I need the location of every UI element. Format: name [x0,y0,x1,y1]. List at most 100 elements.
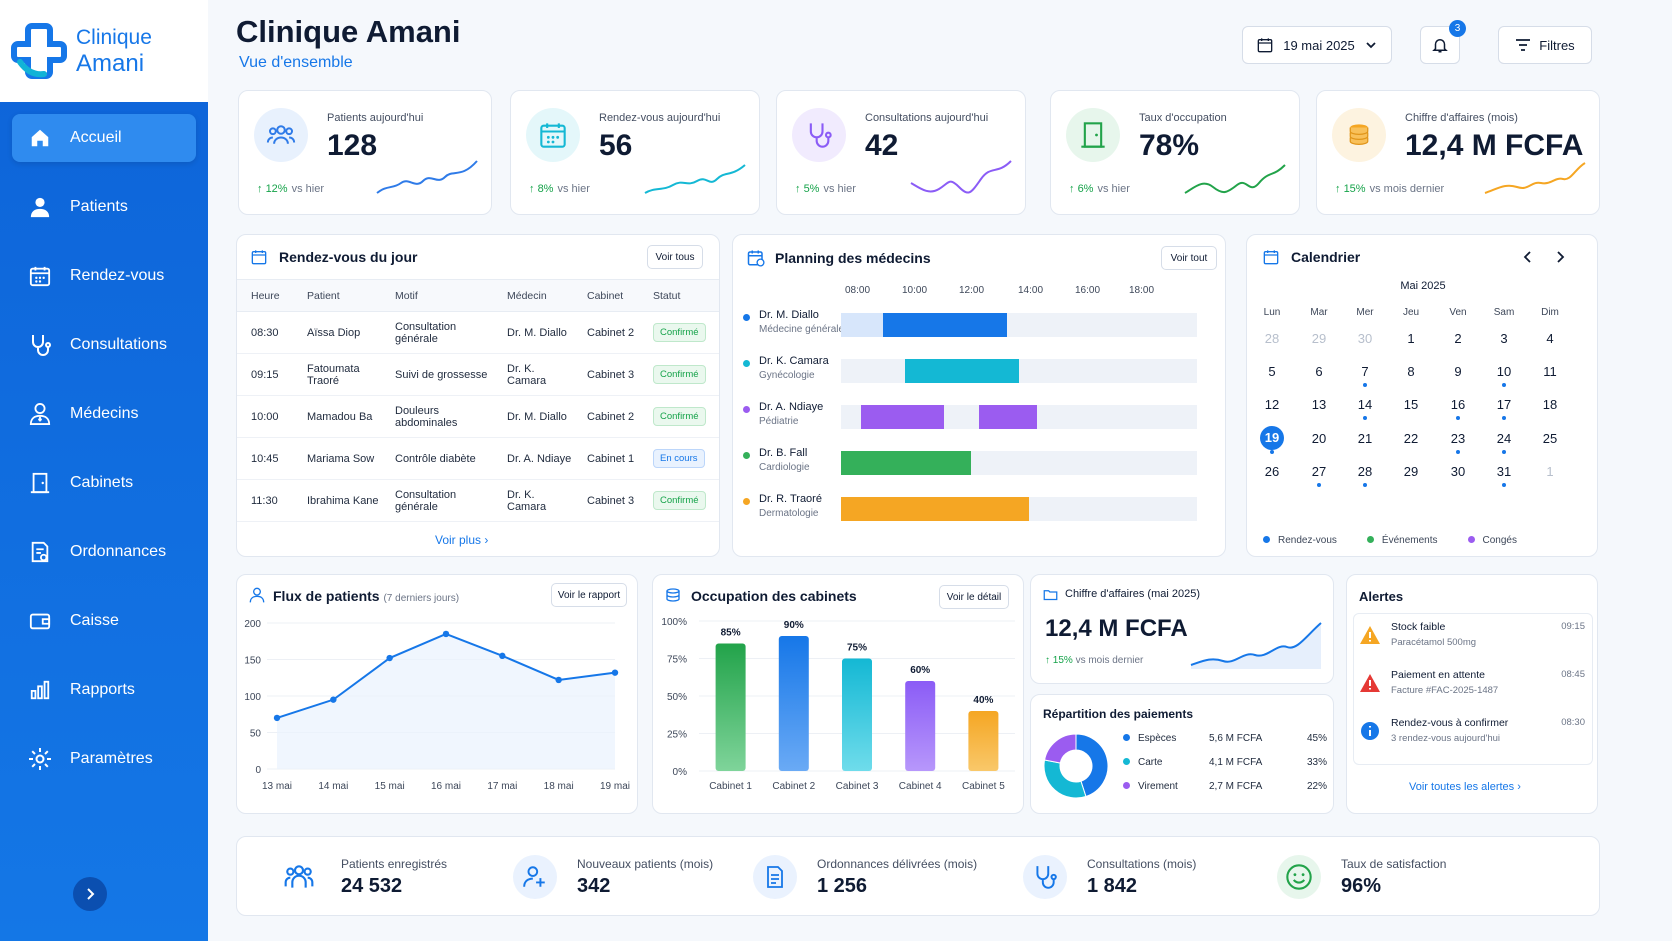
sidebar-item-label: Patients [70,198,128,215]
cell-motif: Douleurs abdominales [381,395,493,438]
sidebar-item-ordonnances[interactable]: Ordonnances [12,528,196,576]
see-more-link[interactable]: Voir plus › [435,533,489,547]
flux-subtitle: (7 derniers jours) [383,593,460,604]
calendar-day[interactable]: 28 [1264,331,1280,346]
calendar-day[interactable]: 24 [1496,431,1512,446]
legend-label: Événements [1381,535,1438,546]
calendar-day[interactable]: 29 [1403,464,1419,479]
calendar-day[interactable]: 21 [1357,431,1373,446]
legend-dot [1467,536,1475,543]
sidebar-item-rapports[interactable]: Rapports [12,666,196,714]
kpi-icon-circle [526,108,580,162]
view-report-button[interactable]: Voir le rapport [551,583,627,607]
home-icon [26,124,54,152]
filters-button[interactable]: Filtres [1498,26,1592,64]
alert-item[interactable]: Stock faible Paracétamol 500mg 09:15 [1359,617,1585,661]
calendar-day[interactable]: 1 [1546,464,1554,479]
alert-item[interactable]: Rendez-vous à confirmer 3 rendez-vous au… [1359,713,1585,757]
page-subtitle: Vue d'ensemble [239,54,353,71]
calendar-day[interactable]: 30 [1357,331,1373,346]
sidebar-item-patients[interactable]: Patients [12,183,196,231]
table-row[interactable]: 10:00 Mamadou Ba Douleurs abdominales Dr… [237,395,719,438]
calendar-day[interactable]: 8 [1407,364,1415,379]
kpi-trend: ↑ 8% vs hier [529,183,590,195]
patient-flow-chart: 0 50 100 150 200 13 mai 14 mai 15 mai 16 mai 17 m… [244,619,630,792]
calendar-day[interactable]: 14 [1357,397,1373,412]
notifications-button[interactable]: 3 [1420,20,1466,64]
logo[interactable]: Clinique Amani [0,0,208,102]
table-row[interactable]: 08:30 Aïssa Diop Consultation générale D… [237,311,719,354]
planning-row[interactable]: Dr. M. Diallo Médecine générale [741,309,1221,343]
calendar-day[interactable]: 27 [1311,464,1327,479]
kpi-card-consultations[interactable]: Consultations aujourd'hui 42 ↑ 5% vs hier [776,90,1026,215]
sidebar-item-accueil[interactable]: Accueil [12,114,196,162]
calendar-icon [1263,250,1279,265]
chevron-right-icon [87,888,95,900]
kpi-card-rendez-vous[interactable]: Rendez-vous aujourd'hui 56 ↑ 8% vs hier [510,90,760,215]
calendar-day[interactable]: 12 [1264,397,1280,412]
stat-value: 24 532 [341,875,403,897]
alert-item[interactable]: Paiement en attente Facture #FAC-2025-14… [1359,665,1585,709]
calendar-day[interactable]: 1 [1407,331,1415,346]
sidebar-item-cabinets[interactable]: Cabinets [12,459,196,507]
sidebar-item-consultations[interactable]: Consultations [12,321,196,369]
kpi-trend-value: 15% [1343,183,1366,195]
calendar-day[interactable]: 7 [1361,364,1369,379]
calendar-day[interactable]: 28 [1357,464,1373,479]
next-month-button[interactable] [1553,250,1567,264]
calendar-day[interactable]: 25 [1542,431,1558,446]
view-detail-button[interactable]: Voir le détail [939,585,1009,609]
calendar-day-selected[interactable]: 19 [1260,426,1284,450]
calendar-day[interactable]: 6 [1315,364,1323,379]
see-all-planning-button[interactable]: Voir tout [1161,246,1217,270]
sidebar-item-rendez-vous[interactable]: Rendez-vous [12,252,196,300]
calendar-day[interactable]: 11 [1543,364,1557,379]
sidebar-item-parametres[interactable]: Paramètres [12,735,196,783]
calendar-day[interactable]: 13 [1311,397,1327,412]
table-row[interactable]: 11:30 Ibrahima Kane Consultation général… [237,479,719,522]
kpi-card-chiffre-affaires[interactable]: Chiffre d'affaires (mois) 12,4 M FCFA ↑ … [1316,90,1600,215]
see-all-rdv-button[interactable]: Voir tous [647,245,703,269]
calendar-day[interactable]: 29 [1311,331,1327,346]
calendar-day[interactable]: 15 [1403,397,1419,412]
calendar-day[interactable]: 9 [1454,364,1462,379]
status-badge: Confirmé [653,323,706,342]
prev-month-button[interactable] [1521,250,1535,264]
planning-row[interactable]: Dr. K. Camara Gynécologie [741,355,1221,389]
calendar-day[interactable]: 26 [1264,464,1280,479]
stat-value: 1 842 [1087,875,1138,897]
planning-row[interactable]: Dr. A. Ndiaye Pédiatrie [741,401,1221,435]
calendar-day[interactable]: 4 [1546,331,1554,346]
planning-title: Planning des médecins [775,250,931,266]
sidebar-item-medecins[interactable]: Médecins [12,390,196,438]
calendar-day[interactable]: 18 [1542,397,1558,412]
occupation-chart: 0% 25% 50% 75% 100% 85% Cabinet 1 90% Cabinet 2 7… [661,617,1015,792]
calendar-day[interactable]: 22 [1403,431,1419,446]
filters-label: Filtres [1539,37,1575,53]
calendar-day[interactable]: 31 [1496,464,1512,479]
column-header: Patient [293,279,381,312]
calendar-day[interactable]: 20 [1311,431,1327,446]
calendar-day[interactable]: 16 [1450,397,1466,412]
calendar-day[interactable]: 5 [1268,364,1276,379]
calendar-day[interactable]: 30 [1450,464,1466,479]
date-picker-button[interactable]: 19 mai 2025 [1242,26,1392,64]
table-row[interactable]: 10:45 Mariama Sow Contrôle diabète Dr. A… [237,437,719,480]
planning-panel: Planning des médecins Voir tout 08:00 10… [732,234,1226,557]
planning-row[interactable]: Dr. R. Traoré Dermatologie [741,493,1221,527]
cell-statut: Confirmé [639,479,719,522]
calendar-day[interactable]: 17 [1496,397,1512,412]
calendar-day[interactable]: 2 [1454,331,1462,346]
hour-label: 18:00 [1129,285,1155,296]
sidebar-item-caisse[interactable]: Caisse [12,597,196,645]
table-row[interactable]: 09:15 Fatoumata Traoré Suivi de grossess… [237,353,719,396]
collapse-sidebar-button[interactable] [73,877,107,911]
calendar-day[interactable]: 10 [1496,364,1512,379]
kpi-card-patients[interactable]: Patients aujourd'hui 128 ↑ 12% vs hier [238,90,492,215]
calendar-day[interactable]: 3 [1500,331,1508,346]
see-all-alerts-link[interactable]: Voir toutes les alertes › [1409,781,1521,793]
planning-row[interactable]: Dr. B. Fall Cardiologie [741,447,1221,481]
calendar-day[interactable]: 23 [1450,431,1466,446]
payment-row: Espèces 5,6 M FCFA 45% [1123,733,1327,744]
kpi-card-occupation[interactable]: Taux d'occupation 78% ↑ 6% vs hier [1050,90,1300,215]
